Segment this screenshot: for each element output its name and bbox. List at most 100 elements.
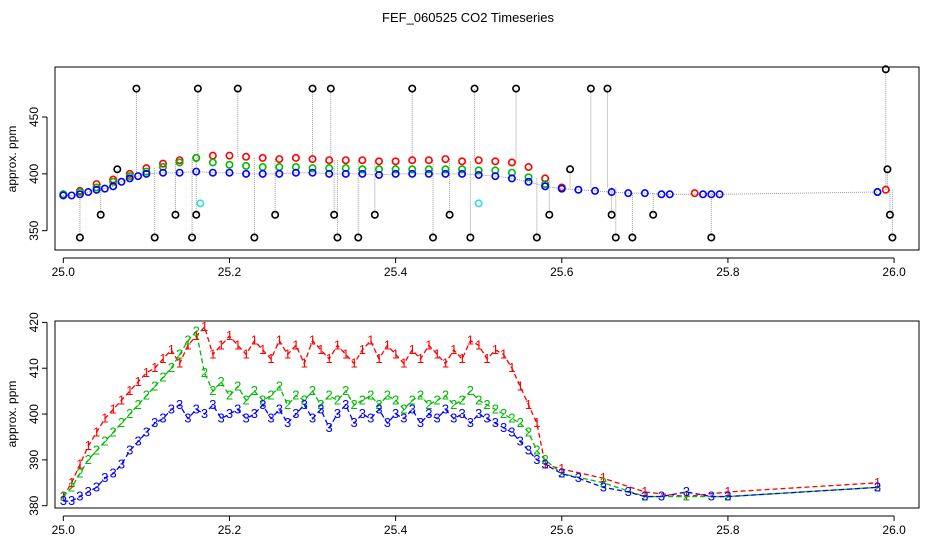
series-mark-1: 1 [126,383,133,398]
series-mark-1: 1 [60,489,67,504]
series-mark-3: 3 [375,401,382,416]
point-black [885,210,894,219]
series-mark-2: 2 [425,397,432,412]
series-mark-3: 3 [500,420,507,435]
series-mark-2: 2 [350,397,357,412]
point-red [208,151,217,160]
series-mark-3: 3 [85,484,92,499]
series-mark-3: 3 [201,406,208,421]
point-black [96,210,105,219]
series-mark-2: 2 [301,392,308,407]
series-mark-1: 1 [317,342,324,357]
point-red [391,157,400,166]
point-red [275,155,284,164]
point-green [192,153,201,162]
series-mark-3: 3 [317,401,324,416]
series-lines-bottom [62,325,878,502]
y-tick-label-bottom: 400 [27,404,41,424]
series-mark-1: 1 [85,438,92,453]
point-black [75,233,84,242]
point-blue [242,169,251,178]
point-blue [665,190,674,199]
point-blue [408,169,417,178]
series-mark-1: 1 [442,356,449,371]
series-mark-1: 1 [68,475,75,490]
series-mark-3: 3 [367,411,374,426]
point-red [881,185,890,194]
series-mark-1: 1 [234,337,241,352]
series-mark-2: 2 [151,379,158,394]
point-green [524,173,533,182]
point-blue [491,172,500,181]
series-mark-1: 1 [309,333,316,348]
series-mark-3: 3 [724,489,731,504]
series-mark-1: 1 [400,356,407,371]
point-blue [291,168,300,177]
y-axis-label-top: approx. ppm [5,126,19,193]
series-mark-1: 1 [525,397,532,412]
series-mark-1: 1 [134,374,141,389]
series-mark-1: 1 [168,342,175,357]
x-tick-label-bottom: 25.8 [716,523,740,537]
series-mark-3: 3 [392,406,399,421]
point-blue [507,174,516,183]
series-mark-2: 2 [110,424,117,439]
point-black [445,210,454,219]
plot-frame-bottom [54,320,920,509]
series-mark-2: 2 [492,401,499,416]
series-mark-3: 3 [434,411,441,426]
point-blue [308,168,317,177]
series-mark-2: 2 [641,489,648,504]
series-mark-1: 1 [259,342,266,357]
series-mark-3: 3 [359,406,366,421]
y-tick-label-bottom: 390 [27,450,41,470]
point-green [208,158,217,167]
point-blue [707,190,716,199]
series-mark-2: 2 [392,392,399,407]
point-blue [84,188,93,197]
series-mark-3: 3 [558,466,565,481]
point-red [291,153,300,162]
series-mark-3: 3 [309,411,316,426]
series-mark-3: 3 [234,401,241,416]
series-line-2 [62,330,878,498]
point-blue [873,188,882,197]
series-mark-3: 3 [93,479,100,494]
series-mark-1: 1 [193,328,200,343]
series-mark-1: 1 [284,346,291,361]
series-mark-1: 1 [251,333,258,348]
series-mark-1: 1 [93,424,100,439]
point-red [159,159,168,168]
x-tick-label-bottom: 25.2 [218,523,242,537]
point-black [330,210,339,219]
point-red [507,158,516,167]
point-red [491,157,500,166]
series-mark-3: 3 [384,415,391,430]
series-mark-2: 2 [251,383,258,398]
point-blue [192,167,201,176]
point-black [113,165,122,174]
y-tick-label-bottom: 410 [27,358,41,378]
point-blue [607,188,616,197]
y-tick-label-top: 450 [27,107,41,127]
point-green [424,165,433,174]
series-mark-2: 2 [234,379,241,394]
series-mark-3: 3 [134,434,141,449]
series-mark-3: 3 [508,424,515,439]
point-green [225,160,234,169]
point-blue [441,169,450,178]
series-mark-1: 1 [384,337,391,352]
series-mark-1: 1 [367,333,374,348]
series-mark-3: 3 [110,466,117,481]
series-mark-3: 3 [708,489,715,504]
point-green [441,165,450,174]
point-blue [225,168,234,177]
series-mark-2: 2 [143,388,150,403]
series-mark-3: 3 [242,411,249,426]
series-mark-1: 1 [475,337,482,352]
point-red [408,156,417,165]
point-black [233,84,242,93]
point-green [175,158,184,167]
point-green [258,163,267,172]
